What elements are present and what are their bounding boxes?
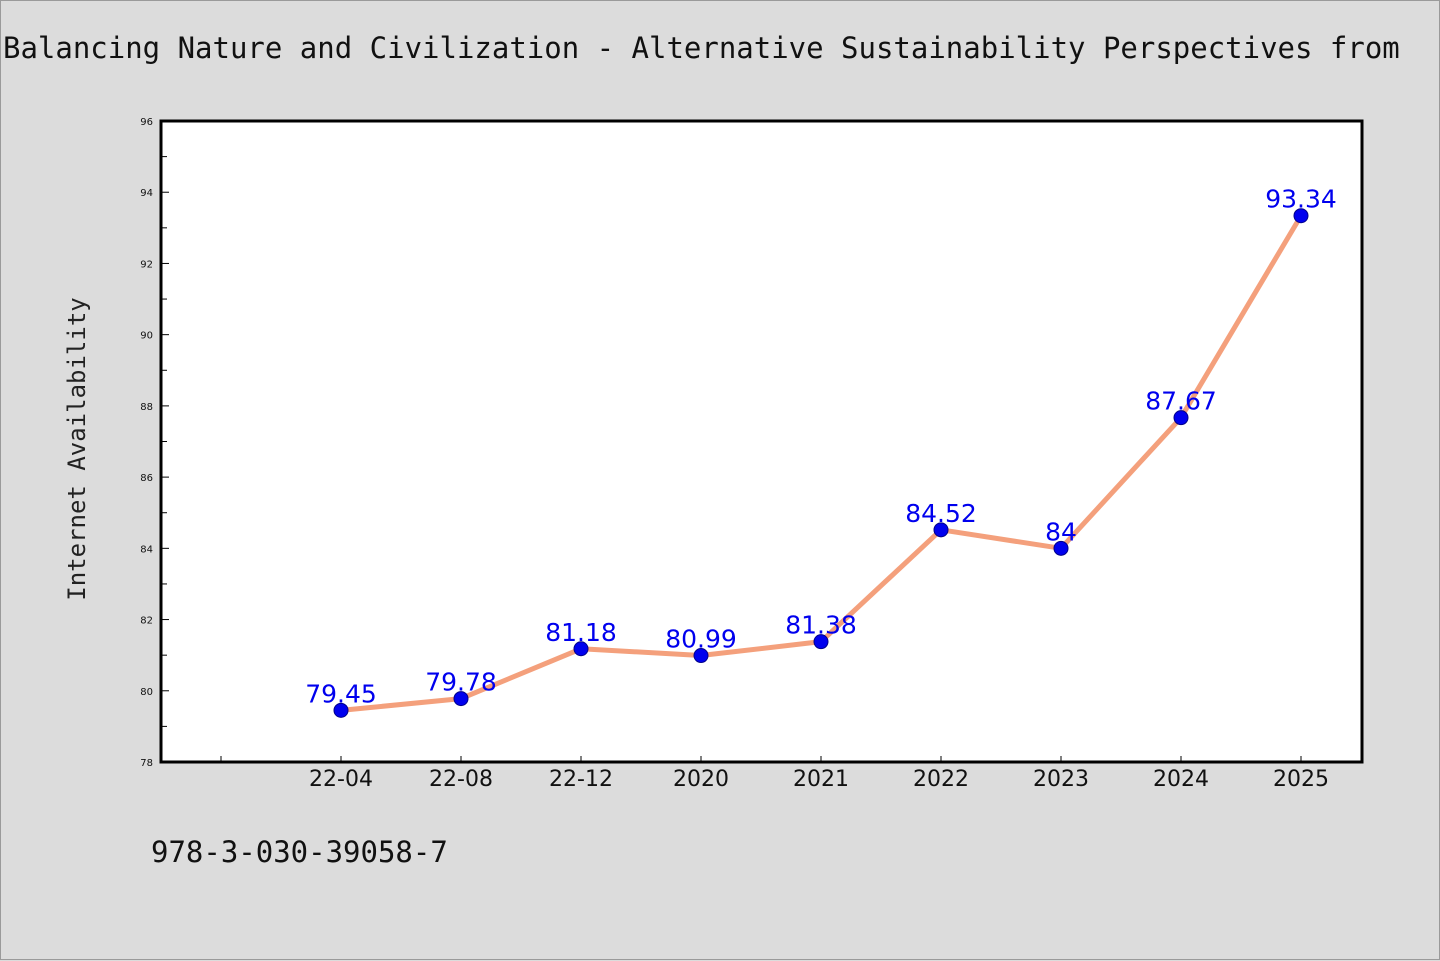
- chart-title: Balancing Nature and Civilization - Alte…: [3, 31, 1400, 65]
- x-tick-label: 2024: [1153, 767, 1209, 792]
- data-label: 84: [1045, 517, 1077, 546]
- isbn-text: 978-3-030-39058-7: [151, 835, 448, 869]
- x-tick-label: 22-08: [429, 767, 493, 792]
- y-tick-label: 86: [140, 473, 153, 484]
- x-tick-label: 2023: [1033, 767, 1089, 792]
- series-layer: 79.45 79.78 81.18 80.99 81.38 84.52 84 87.67 93.…: [305, 185, 1337, 718]
- data-point: [1053, 540, 1069, 556]
- plot-area: [159, 119, 1364, 764]
- data-point: [453, 691, 469, 707]
- x-tick-label: 22-12: [549, 767, 613, 792]
- y-tick-label: 80: [140, 687, 153, 698]
- data-label: 79.78: [425, 668, 497, 697]
- data-point: [693, 648, 709, 664]
- x-tick-label: 2022: [913, 767, 969, 792]
- x-tick-label: 2021: [793, 767, 849, 792]
- y-tick-label: 94: [140, 188, 153, 199]
- y-tick-label: 78: [140, 758, 153, 769]
- data-label: 80.99: [665, 625, 737, 654]
- data-point: [813, 634, 829, 650]
- y-tick-label: 96: [140, 117, 153, 128]
- data-point: [333, 702, 349, 718]
- x-axis: 22-04 22-08 22-12 2020 2021 2022 2023 2024 2025: [220, 756, 1329, 792]
- x-tick-label: 2025: [1273, 767, 1329, 792]
- data-label: 87.67: [1145, 387, 1217, 416]
- y-tick-label: 88: [140, 402, 153, 413]
- y-tick-label: 90: [140, 331, 153, 342]
- x-tick-label: 2020: [673, 767, 729, 792]
- data-label: 93.34: [1265, 185, 1337, 214]
- x-tick-label: 22-04: [309, 767, 373, 792]
- y-tick-label: 84: [140, 544, 153, 555]
- data-label: 81.18: [545, 618, 617, 647]
- data-point: [573, 641, 589, 657]
- data-point: [1173, 410, 1189, 426]
- data-label: 81.38: [785, 611, 857, 640]
- data-label: 79.45: [305, 679, 377, 708]
- data-label: 84.52: [905, 499, 977, 528]
- y-tick-label: 92: [140, 259, 153, 270]
- data-point: [933, 522, 949, 538]
- y-axis: 78 80 82 84 86 88 90 92 94 96: [140, 117, 169, 769]
- y-tick-label: 82: [140, 616, 153, 627]
- data-point: [1293, 208, 1309, 224]
- y-axis-label: Internet Availability: [63, 297, 91, 600]
